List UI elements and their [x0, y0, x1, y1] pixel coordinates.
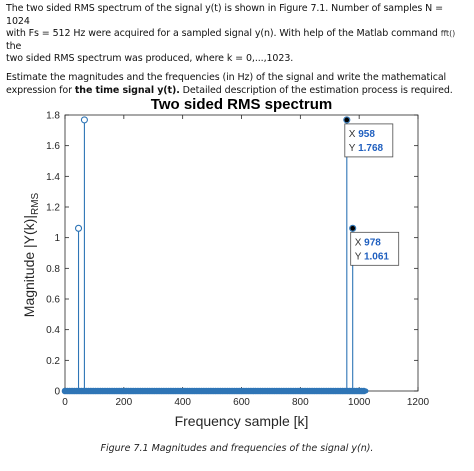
y-tick-label: 0.2: [46, 356, 60, 367]
x-tick-label: 1200: [407, 397, 430, 408]
matlab-command: fft(): [440, 29, 456, 39]
figure-caption: Figure 7.1 Magnitudes and frequencies of…: [100, 443, 374, 454]
stem-marker: [74, 224, 83, 232]
datatip-x-text: X 978: [355, 237, 382, 248]
problem-text: Estimate the magnitudes and the frequenc…: [6, 71, 447, 83]
stem-marker: [80, 116, 88, 124]
problem-text: the: [6, 40, 22, 52]
chart-labels: 0 0.2 0.4 0.6 0.8 1 1.2 1.4 1.6 1.8 0 200 400 600 800 1…: [21, 96, 430, 429]
datatip-point: [350, 225, 356, 231]
problem-emphasis: the time signal y(t).: [74, 84, 180, 96]
datatip-box: [350, 231, 400, 266]
x-tick-label: 400: [174, 397, 191, 408]
y-tick-label: 0.4: [46, 325, 60, 336]
y-tick-label: 1.4: [46, 172, 60, 183]
y-axis-label: Magnitude |Y(k)|RMS: [21, 192, 41, 317]
problem-paragraph-2: Estimate the magnitudes and the frequenc…: [6, 72, 468, 97]
problem-text: two sided RMS spectrum was produced, whe…: [6, 53, 294, 65]
x-tick-label: 0: [62, 397, 68, 408]
y-tick-label: 1.6: [46, 141, 60, 152]
spectrum-chart: X 958 Y 1.768 X 978 Y 1.061 0 0.2 0.4 0.6 0.8 1 1…: [21, 96, 430, 429]
y-tick-label: 1.8: [46, 111, 60, 122]
datatip-point: [344, 117, 350, 123]
y-tick-label: 0.6: [46, 295, 60, 306]
problem-text: The two sided RMS spectrum of the signal…: [6, 3, 443, 27]
problem-statement: The two sided RMS spectrum of the signal…: [6, 3, 468, 97]
x-axis-label: Frequency sample [k]: [175, 413, 309, 429]
datatip-box: [344, 123, 394, 158]
y-tick-label: 1: [54, 233, 60, 244]
problem-text: Detailed description of the estimation p…: [182, 84, 453, 96]
chart-title: Two sided RMS spectrum: [151, 96, 332, 113]
datatip-y-text: Y 1.061: [355, 251, 390, 262]
problem-paragraph-1: The two sided RMS spectrum of the signal…: [6, 3, 468, 66]
datatip-x-text: X 958: [349, 129, 376, 140]
x-tick-label: 1000: [348, 397, 371, 408]
x-tick-label: 600: [233, 397, 250, 408]
chart-datatips: X 958 Y 1.768 X 978 Y 1.061: [344, 117, 400, 266]
x-tick-label: 200: [115, 397, 132, 408]
x-tick-label: 800: [292, 397, 309, 408]
problem-text: expression for: [6, 84, 72, 96]
problem-text: with Fs = 512 Hz were acquired for a sam…: [6, 28, 438, 40]
y-tick-label: 0: [54, 387, 60, 398]
datatip-y-text: Y 1.768: [349, 143, 384, 154]
y-tick-label: 1.2: [46, 203, 60, 214]
y-tick-label: 0.8: [46, 264, 60, 275]
